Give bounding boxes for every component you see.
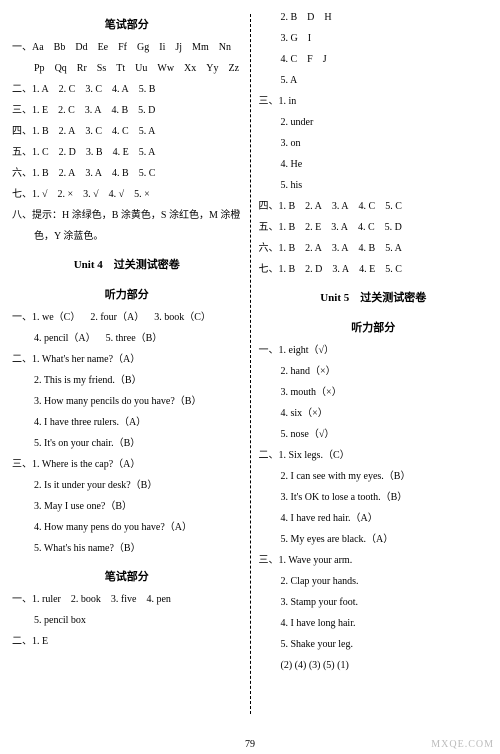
right-column: 2. B D H 3. G I 4. C F J 5. A 三、 1. in 2… — [251, 10, 489, 732]
q8-row: 八、 提示：H 涂绿色，B 涂黄色，S 涂红色，M 涂橙 — [12, 208, 242, 223]
q4-row: 四、 1. B 2. A 3. C 4. C 5. A — [12, 124, 242, 139]
q7-row: 七、 1. √ 2. × 3. √ 4. √ 5. × — [12, 187, 242, 202]
w1-row-b: 5. pencil box — [12, 613, 242, 628]
ru2-row: 二、 1. Six legs.（C） — [259, 448, 489, 463]
listening-title-2: 听力部分 — [259, 319, 489, 335]
q1-label: 一、 — [12, 40, 32, 55]
unit4-title: Unit 4 过关测试密卷 — [12, 256, 242, 272]
written-section-title-2: 笔试部分 — [12, 568, 242, 584]
r5-row: 五、 1. B 2. E 3. A 4. C 5. D — [259, 220, 489, 235]
r3-row: 三、 1. in — [259, 94, 489, 109]
q3-row: 三、 1. E 2. C 3. A 4. B 5. D — [12, 103, 242, 118]
ru3-row: 三、 1. Wave your arm. — [259, 553, 489, 568]
watermark: MXQE.COM — [431, 739, 494, 750]
q8-row-b: 色，Y 涂蓝色。 — [12, 229, 242, 244]
l1-row-b: 4. pencil（A） 5. three（B） — [12, 331, 242, 346]
unit5-title: Unit 5 过关测试密卷 — [259, 289, 489, 305]
l3-row: 三、 1. Where is the cap?（A） — [12, 457, 242, 472]
l1-row: 一、 1. we（C） 2. four（A） 3. book（C） — [12, 310, 242, 325]
left-column: 笔试部分 一、 Aa Bb Dd Ee Ff Gg Ii Jj Mm Nn Pp… — [12, 10, 250, 732]
page-number: 79 — [0, 739, 500, 750]
q6-row: 六、 1. B 2. A 3. A 4. B 5. C — [12, 166, 242, 181]
w2-row: 二、 1. E — [12, 634, 242, 649]
written-section-title-1: 笔试部分 — [12, 16, 242, 32]
q5-row: 五、 1. C 2. D 3. B 4. E 5. A — [12, 145, 242, 160]
ru1-row: 一、 1. eight（√） — [259, 343, 489, 358]
r6-row: 六、 1. B 2. A 3. A 4. B 5. A — [259, 241, 489, 256]
r4-row: 四、 1. B 2. A 3. A 4. C 5. C — [259, 199, 489, 214]
q1-row: 一、 Aa Bb Dd Ee Ff Gg Ii Jj Mm Nn — [12, 40, 242, 55]
l2-row: 二、 1. What's her name?（A） — [12, 352, 242, 367]
w1-row: 一、 1. ruler 2. book 3. five 4. pen — [12, 592, 242, 607]
r7-row: 七、 1. B 2. D 3. A 4. E 5. C — [259, 262, 489, 277]
q2-row: 二、 1. A 2. C 3. C 4. A 5. B — [12, 82, 242, 97]
listening-title-1: 听力部分 — [12, 286, 242, 302]
q1-row-b: Pp Qq Rr Ss Tt Uu Ww Xx Yy Zz — [12, 61, 242, 76]
